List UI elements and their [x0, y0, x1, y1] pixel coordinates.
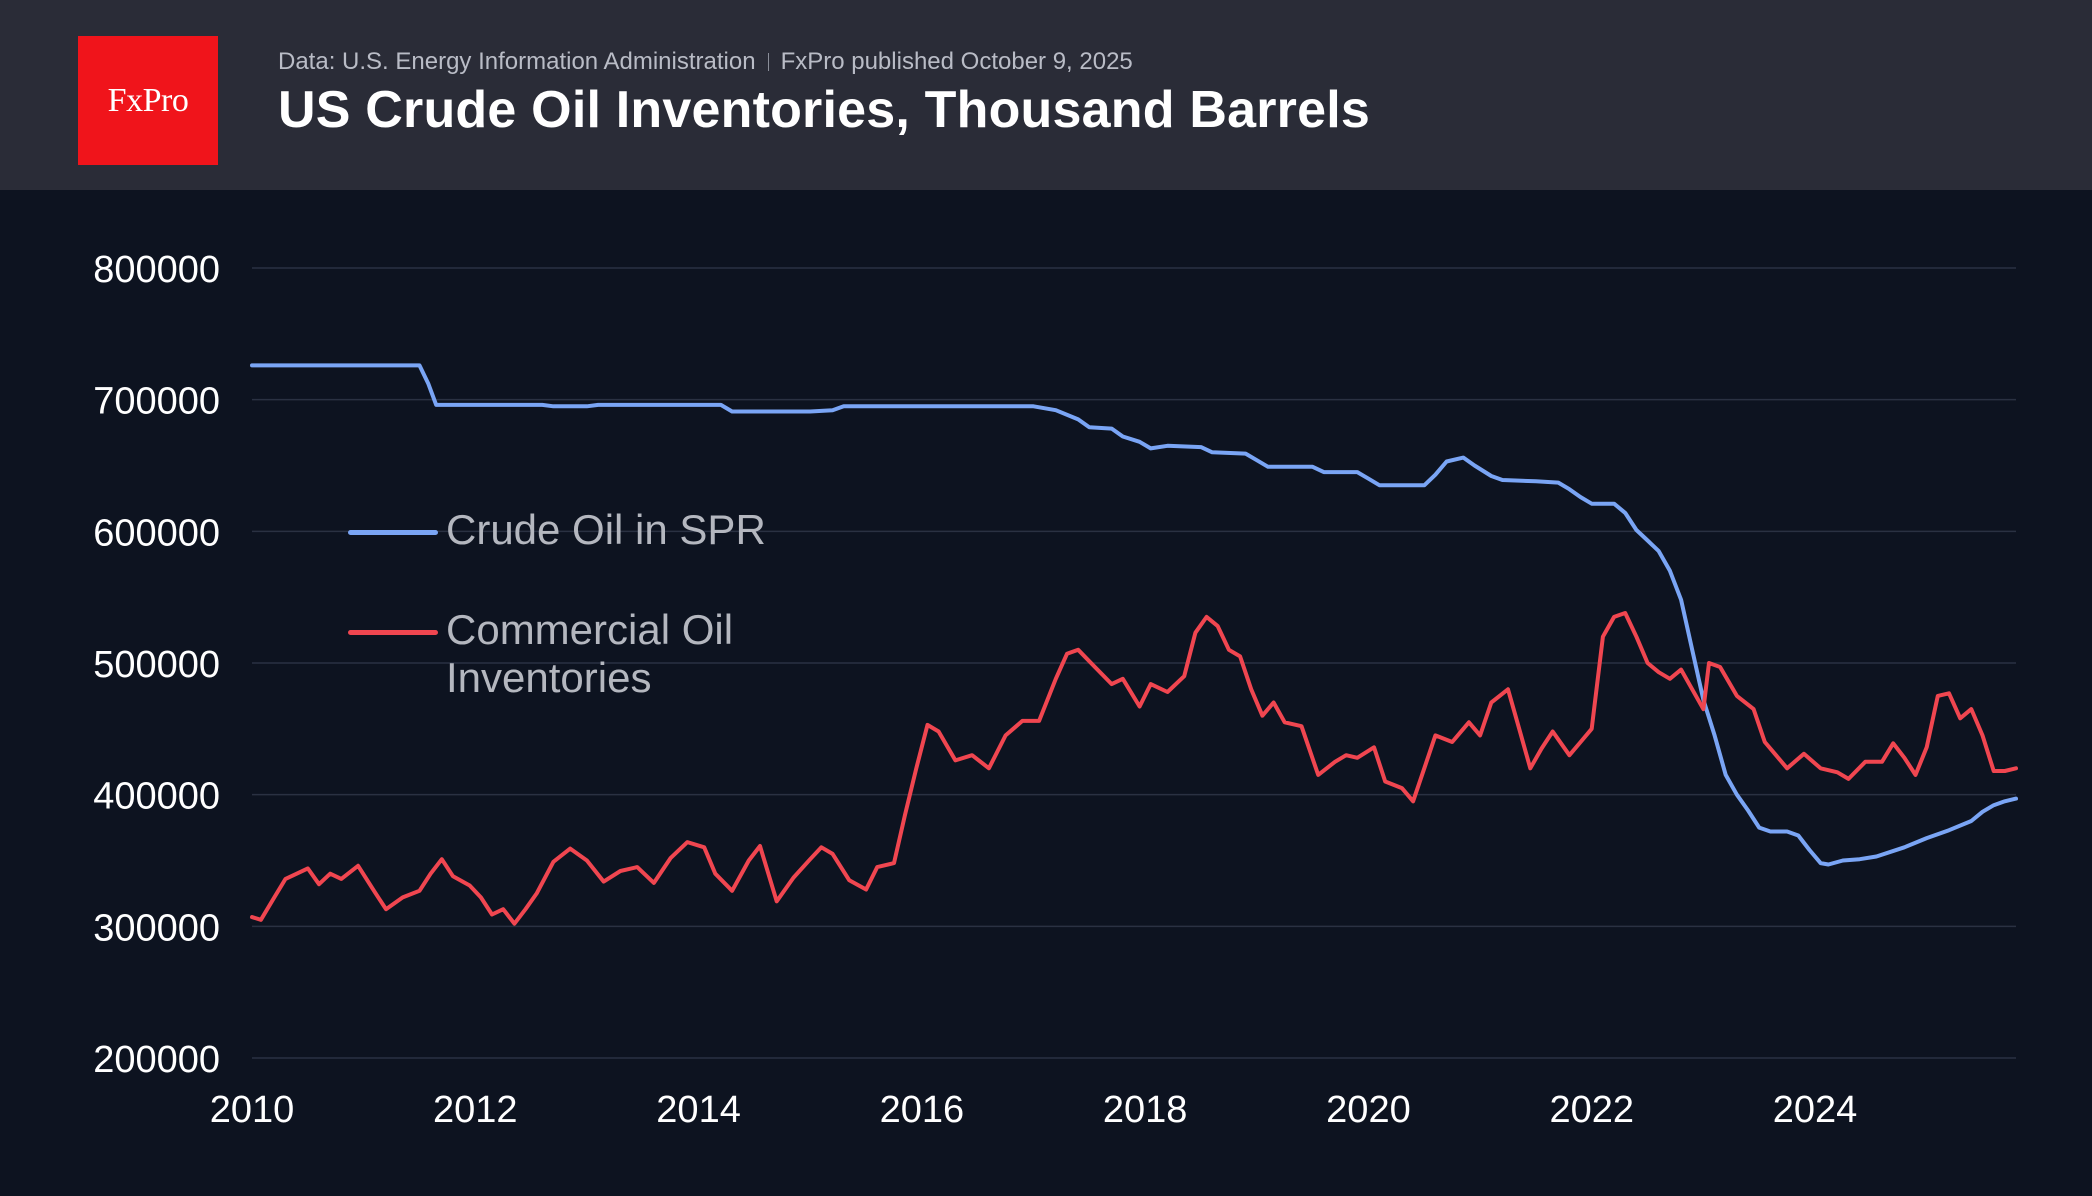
- chart-title: US Crude Oil Inventories, Thousand Barre…: [278, 81, 1370, 139]
- x-tick-label: 2010: [210, 1089, 295, 1131]
- series-lines: [250, 363, 2018, 926]
- series-line-commercial: [250, 611, 2018, 926]
- y-tick-label: 800000: [93, 249, 220, 291]
- grid-lines: [252, 267, 2016, 1059]
- x-tick-label: 2012: [433, 1089, 518, 1131]
- y-tick-label: 600000: [93, 512, 220, 554]
- x-tick-label: 2016: [880, 1089, 965, 1131]
- legend-spr-swatch: [348, 530, 438, 535]
- x-tick-label: 2020: [1326, 1089, 1411, 1131]
- data-source: Data: U.S. Energy Information Administra…: [278, 48, 756, 75]
- x-tick-label: 2018: [1103, 1089, 1188, 1131]
- header-bar: FxPro Data: U.S. Energy Information Admi…: [0, 0, 2092, 190]
- y-tick-label: 700000: [93, 381, 220, 423]
- legend-commercial-swatch: [348, 630, 438, 635]
- legend-spr-label: Crude Oil in SPR: [446, 506, 766, 553]
- x-tick-label: 2024: [1773, 1089, 1858, 1131]
- legend-commercial-label: Commercial Oil Inventories: [446, 606, 734, 701]
- y-tick-label: 300000: [93, 907, 220, 949]
- y-tick-label: 500000: [93, 644, 220, 686]
- y-tick-label: 400000: [93, 776, 220, 818]
- separator: [767, 53, 769, 71]
- x-axis-ticks: 2010 2012 2014 2016 2018 2020 2022 2024: [210, 1089, 1858, 1131]
- series-line-spr: [250, 363, 2018, 867]
- legend-commercial: Commercial Oil Inventories: [348, 606, 806, 702]
- published-date: FxPro published October 9, 2025: [780, 48, 1133, 75]
- y-axis-ticks: 800000 700000 600000 500000 400000 300000 2000…: [93, 249, 220, 1081]
- x-tick-label: 2022: [1549, 1089, 1634, 1131]
- source-line: Data: U.S. Energy Information Administra…: [278, 48, 1133, 76]
- y-tick-label: 200000: [93, 1039, 220, 1081]
- legend-spr: Crude Oil in SPR: [348, 506, 806, 554]
- x-tick-label: 2014: [656, 1089, 741, 1131]
- fxpro-logo: FxPro: [78, 36, 218, 165]
